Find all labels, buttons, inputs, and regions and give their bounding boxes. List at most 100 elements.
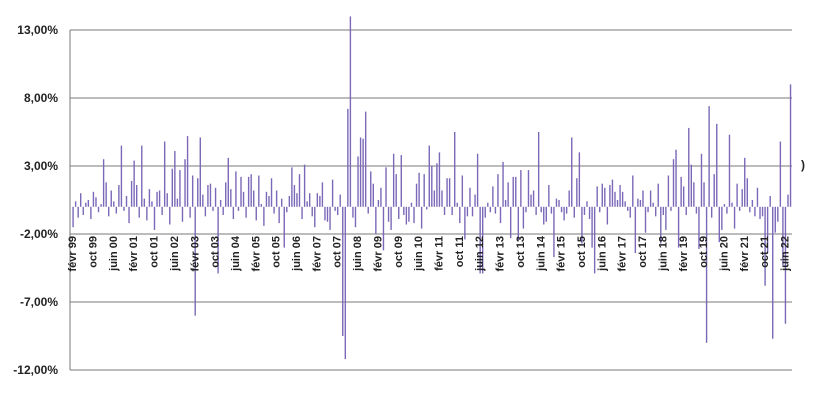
data-bar bbox=[509, 206, 512, 239]
data-bar bbox=[591, 206, 593, 248]
data-bar bbox=[695, 206, 698, 214]
x-tick-label: févr 21 bbox=[739, 236, 751, 271]
x-tick-label: oct 17 bbox=[637, 236, 649, 268]
data-bar bbox=[456, 202, 458, 207]
data-bar bbox=[537, 132, 540, 207]
data-bar bbox=[789, 84, 792, 207]
data-bar bbox=[766, 206, 769, 254]
data-bar bbox=[670, 206, 672, 211]
x-tick-label: juin 04 bbox=[230, 235, 242, 272]
data-bar bbox=[316, 193, 319, 207]
x-tick-label: oct 05 bbox=[271, 236, 283, 268]
gridlines bbox=[69, 29, 792, 371]
data-bar bbox=[571, 137, 573, 207]
data-bars bbox=[72, 16, 792, 360]
data-bar bbox=[278, 206, 280, 224]
data-bar bbox=[476, 153, 479, 207]
data-bar bbox=[222, 206, 224, 215]
x-tick-label: oct 03 bbox=[210, 236, 222, 268]
data-bar bbox=[253, 190, 255, 207]
data-bar bbox=[530, 194, 532, 207]
data-bar bbox=[565, 206, 568, 214]
y-tick-label: -12,00% bbox=[13, 363, 58, 377]
data-bar bbox=[660, 206, 662, 244]
data-bar bbox=[733, 206, 736, 229]
data-bar bbox=[728, 134, 731, 207]
data-bar bbox=[517, 206, 520, 241]
data-bar bbox=[92, 191, 95, 207]
data-bar bbox=[380, 187, 382, 207]
data-bar bbox=[497, 174, 499, 207]
x-tick-label: juin 00 bbox=[108, 236, 120, 272]
data-bar bbox=[675, 149, 677, 207]
data-bar bbox=[95, 197, 97, 207]
data-bar bbox=[738, 206, 741, 211]
data-bar bbox=[288, 195, 291, 207]
data-bar bbox=[339, 194, 341, 207]
data-bar bbox=[433, 190, 436, 207]
x-tick-label: oct 15 bbox=[576, 236, 588, 268]
data-bar bbox=[772, 206, 774, 339]
data-bar bbox=[283, 206, 285, 248]
data-bar bbox=[263, 206, 265, 226]
data-bar bbox=[135, 185, 138, 207]
data-bar bbox=[601, 183, 603, 207]
y-tick-label: 13,00% bbox=[17, 23, 58, 37]
data-bar bbox=[258, 175, 260, 207]
x-tick-label: juin 06 bbox=[291, 236, 303, 272]
data-bar bbox=[716, 123, 718, 207]
x-tick-label: févr 13 bbox=[495, 236, 507, 271]
data-bar bbox=[627, 206, 629, 211]
data-bar bbox=[100, 204, 102, 207]
data-bar bbox=[487, 202, 489, 207]
data-bar bbox=[588, 206, 591, 220]
data-bar bbox=[581, 206, 583, 244]
data-bar bbox=[202, 194, 204, 207]
x-tick-label: juin 18 bbox=[657, 236, 669, 272]
data-bar bbox=[596, 186, 598, 207]
data-bar bbox=[764, 206, 766, 286]
data-bar bbox=[586, 201, 588, 207]
data-bar bbox=[237, 206, 240, 211]
data-bar bbox=[245, 206, 247, 218]
data-bar bbox=[639, 200, 642, 207]
data-bar bbox=[731, 202, 733, 207]
data-bar bbox=[191, 175, 194, 207]
y-tick-label: 3,00% bbox=[24, 159, 58, 173]
data-bar bbox=[392, 153, 395, 207]
data-bar bbox=[82, 206, 84, 215]
data-bar bbox=[609, 185, 611, 207]
data-bar bbox=[85, 202, 87, 207]
data-bar bbox=[174, 151, 176, 207]
data-bar bbox=[431, 166, 433, 207]
data-bar bbox=[454, 132, 456, 207]
data-bar bbox=[377, 200, 380, 207]
data-bar bbox=[372, 183, 374, 207]
data-bar bbox=[286, 206, 288, 213]
data-bar bbox=[690, 164, 693, 207]
data-bar bbox=[105, 182, 107, 207]
data-bar bbox=[700, 153, 703, 207]
data-bar bbox=[293, 185, 296, 207]
data-bar bbox=[443, 206, 446, 215]
data-bar bbox=[314, 206, 316, 228]
data-bar bbox=[153, 206, 156, 230]
data-bar bbox=[199, 137, 201, 207]
data-bar bbox=[779, 141, 782, 207]
data-bar bbox=[667, 175, 670, 207]
data-bar bbox=[451, 206, 453, 215]
data-bar bbox=[331, 179, 334, 207]
data-bar bbox=[247, 176, 250, 207]
data-bar bbox=[357, 156, 359, 207]
data-bar bbox=[507, 182, 509, 207]
data-bar bbox=[143, 198, 146, 207]
data-bar bbox=[270, 178, 273, 207]
x-tick-label: oct 01 bbox=[149, 236, 161, 268]
data-bar bbox=[619, 185, 621, 207]
data-bar bbox=[599, 206, 601, 213]
data-bar bbox=[550, 206, 553, 214]
data-bar bbox=[395, 174, 397, 207]
x-tick-label: oct 07 bbox=[332, 236, 344, 268]
data-bar bbox=[632, 175, 634, 207]
data-bar bbox=[680, 176, 682, 207]
